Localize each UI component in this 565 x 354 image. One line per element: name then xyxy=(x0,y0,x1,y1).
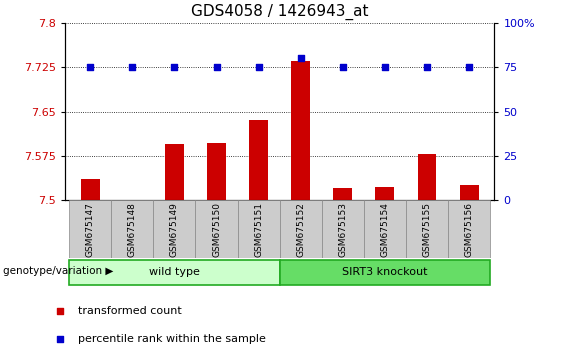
Bar xyxy=(81,179,99,200)
Bar xyxy=(207,143,226,200)
Point xyxy=(170,64,179,70)
Text: GSM675156: GSM675156 xyxy=(464,202,473,257)
Text: percentile rank within the sample: percentile rank within the sample xyxy=(77,334,266,344)
Bar xyxy=(280,260,490,285)
Text: GSM675148: GSM675148 xyxy=(128,202,137,257)
Text: GSM675150: GSM675150 xyxy=(212,202,221,257)
Bar xyxy=(237,200,280,258)
Text: SIRT3 knockout: SIRT3 knockout xyxy=(342,267,428,277)
Text: GSM675153: GSM675153 xyxy=(338,202,347,257)
Title: GDS4058 / 1426943_at: GDS4058 / 1426943_at xyxy=(191,4,368,20)
Bar xyxy=(153,200,195,258)
Bar xyxy=(322,200,364,258)
Point xyxy=(128,64,137,70)
Bar xyxy=(376,187,394,200)
Text: GSM675154: GSM675154 xyxy=(380,202,389,257)
Text: wild type: wild type xyxy=(149,267,200,277)
Bar xyxy=(448,200,490,258)
Point xyxy=(55,336,64,342)
Point xyxy=(296,56,305,61)
Bar xyxy=(69,260,280,285)
Bar xyxy=(364,200,406,258)
Bar xyxy=(406,200,448,258)
Text: GSM675149: GSM675149 xyxy=(170,202,179,257)
Point xyxy=(423,64,432,70)
Point xyxy=(86,64,95,70)
Bar xyxy=(460,185,479,200)
Text: GSM675147: GSM675147 xyxy=(86,202,95,257)
Bar xyxy=(165,144,184,200)
Point xyxy=(212,64,221,70)
Point xyxy=(338,64,347,70)
Text: transformed count: transformed count xyxy=(77,306,181,316)
Text: GSM675155: GSM675155 xyxy=(423,202,432,257)
Bar xyxy=(249,120,268,200)
Text: GSM675151: GSM675151 xyxy=(254,202,263,257)
Bar xyxy=(69,200,111,258)
Bar xyxy=(418,154,437,200)
Point xyxy=(55,308,64,314)
Bar xyxy=(291,61,310,200)
Point xyxy=(380,64,389,70)
Bar xyxy=(333,188,353,200)
Point xyxy=(464,64,473,70)
Point xyxy=(254,64,263,70)
Bar xyxy=(280,200,322,258)
Text: GSM675152: GSM675152 xyxy=(296,202,305,257)
Bar xyxy=(195,200,237,258)
Bar xyxy=(111,200,153,258)
Text: genotype/variation ▶: genotype/variation ▶ xyxy=(3,266,113,276)
